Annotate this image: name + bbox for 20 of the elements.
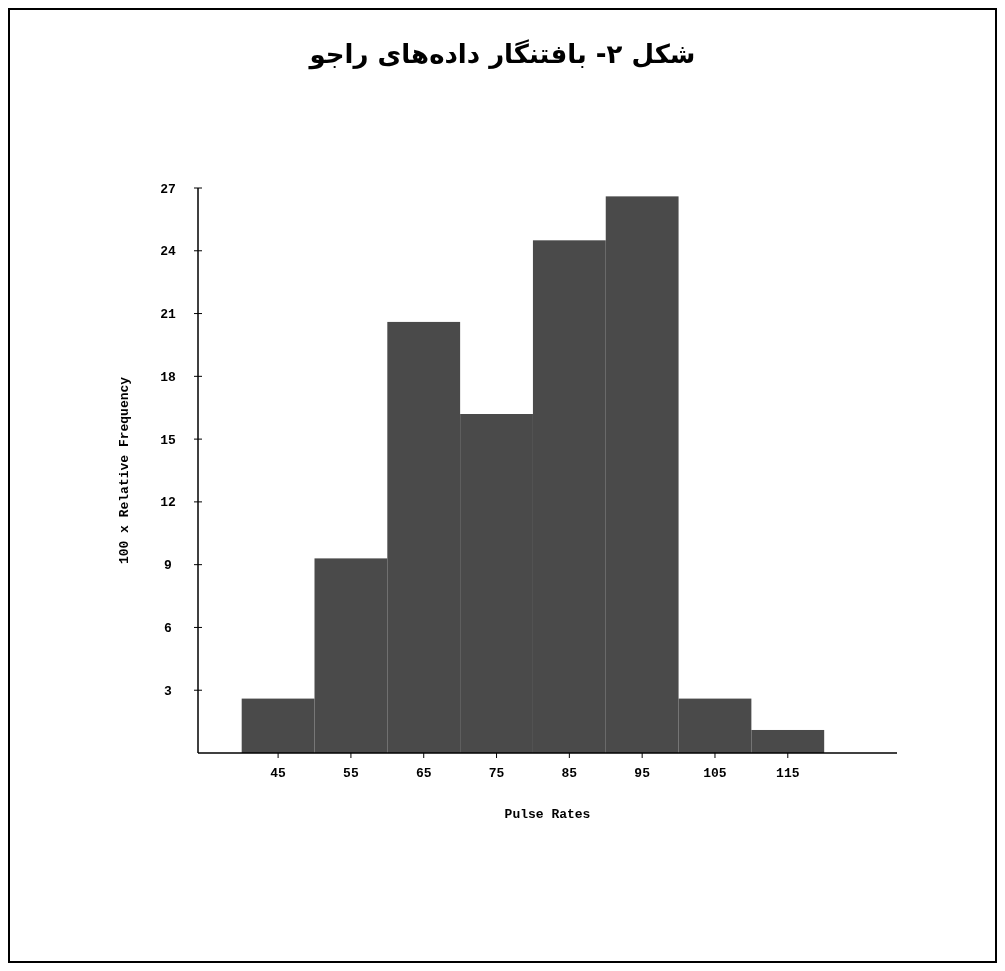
x-tick-label: 75	[488, 766, 505, 781]
x-tick-label: 115	[776, 766, 800, 781]
x-tick-label: 85	[561, 766, 578, 781]
y-tick-label: 9	[164, 558, 173, 574]
y-tick-label: 27	[160, 181, 176, 197]
x-tick-label: 55	[343, 766, 359, 781]
y-tick-label: 12	[160, 495, 176, 511]
y-tick-label: 15	[160, 432, 176, 448]
y-tick-label: 18	[160, 369, 176, 385]
y-tick-label: 24	[160, 244, 176, 260]
y-tick-label: 21	[160, 307, 176, 323]
x-axis-title: Pulse Rates	[504, 807, 591, 822]
x-tick-label: 65	[415, 766, 432, 781]
y-axis-title: 100 x Relative Frequency	[117, 376, 132, 565]
x-tick-label: 45	[270, 766, 287, 781]
x-tick-label: 105	[703, 766, 727, 781]
y-tick-label: 6	[164, 620, 173, 636]
chart-title: شکل ۲- بافتنگار داده‌های راجو	[307, 39, 696, 70]
x-tick-label: 95	[634, 766, 651, 781]
y-tick-label: 3	[164, 683, 173, 699]
